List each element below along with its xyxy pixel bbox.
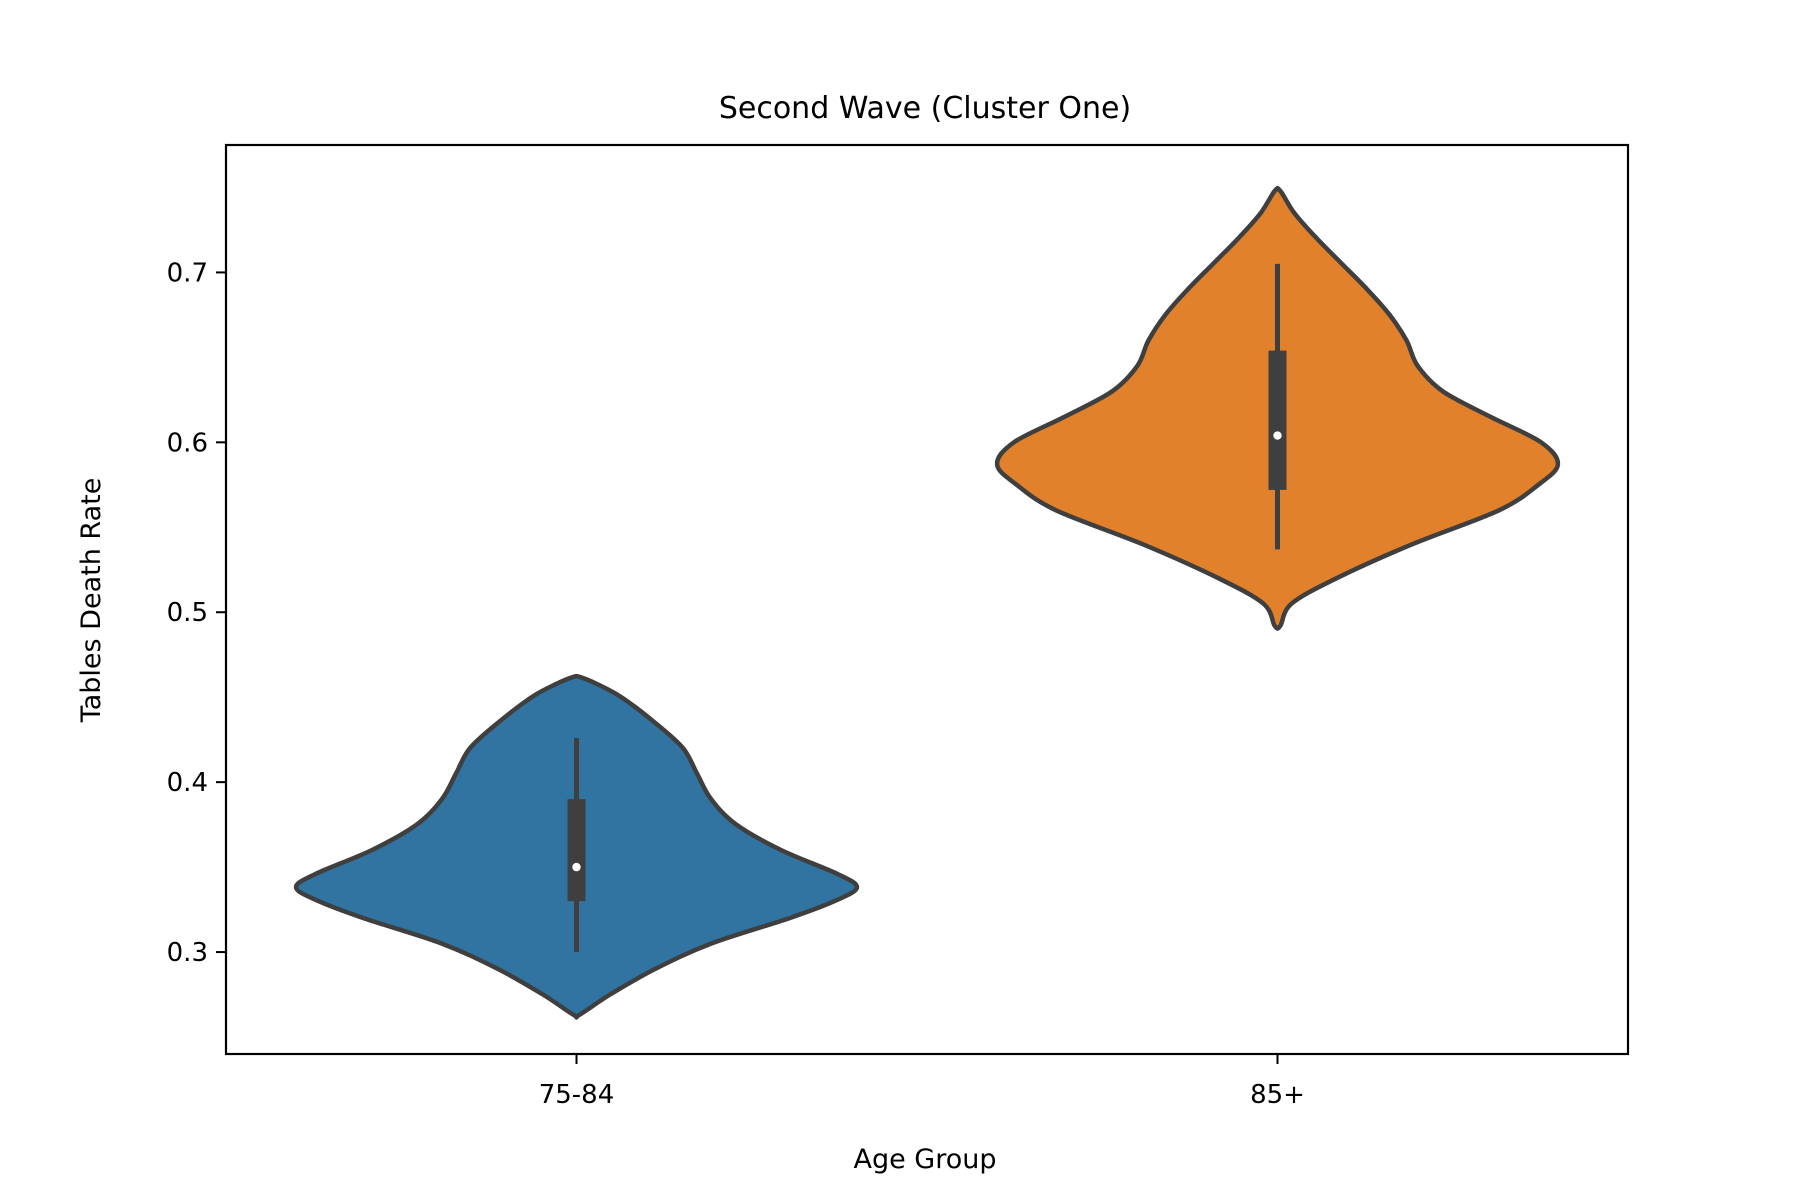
violin-median-point-85+	[1273, 431, 1282, 440]
x-tick-label: 85+	[1250, 1080, 1305, 1110]
plot-frame	[224, 143, 1630, 1056]
plot-area: 0.3 0.4 0.5 0.6 0.7 75-84 85+	[167, 143, 1630, 1110]
x-tick-label: 75-84	[539, 1080, 615, 1110]
x-axis-label: Age Group	[853, 1144, 996, 1175]
y-tick-label: 0.5	[167, 598, 208, 628]
violin-iqr-box-85+	[1268, 350, 1287, 490]
y-tick-label: 0.6	[167, 428, 208, 458]
violin-median-point-75-84	[572, 862, 581, 872]
y-axis-label: Tables Death Rate	[76, 478, 107, 724]
y-tick-label: 0.3	[167, 938, 208, 968]
chart-title: Second Wave (Cluster One)	[719, 91, 1131, 126]
y-tick-label: 0.4	[167, 768, 208, 798]
y-tick-label: 0.7	[167, 258, 208, 288]
violin-iqr-box-75-84	[567, 799, 586, 902]
